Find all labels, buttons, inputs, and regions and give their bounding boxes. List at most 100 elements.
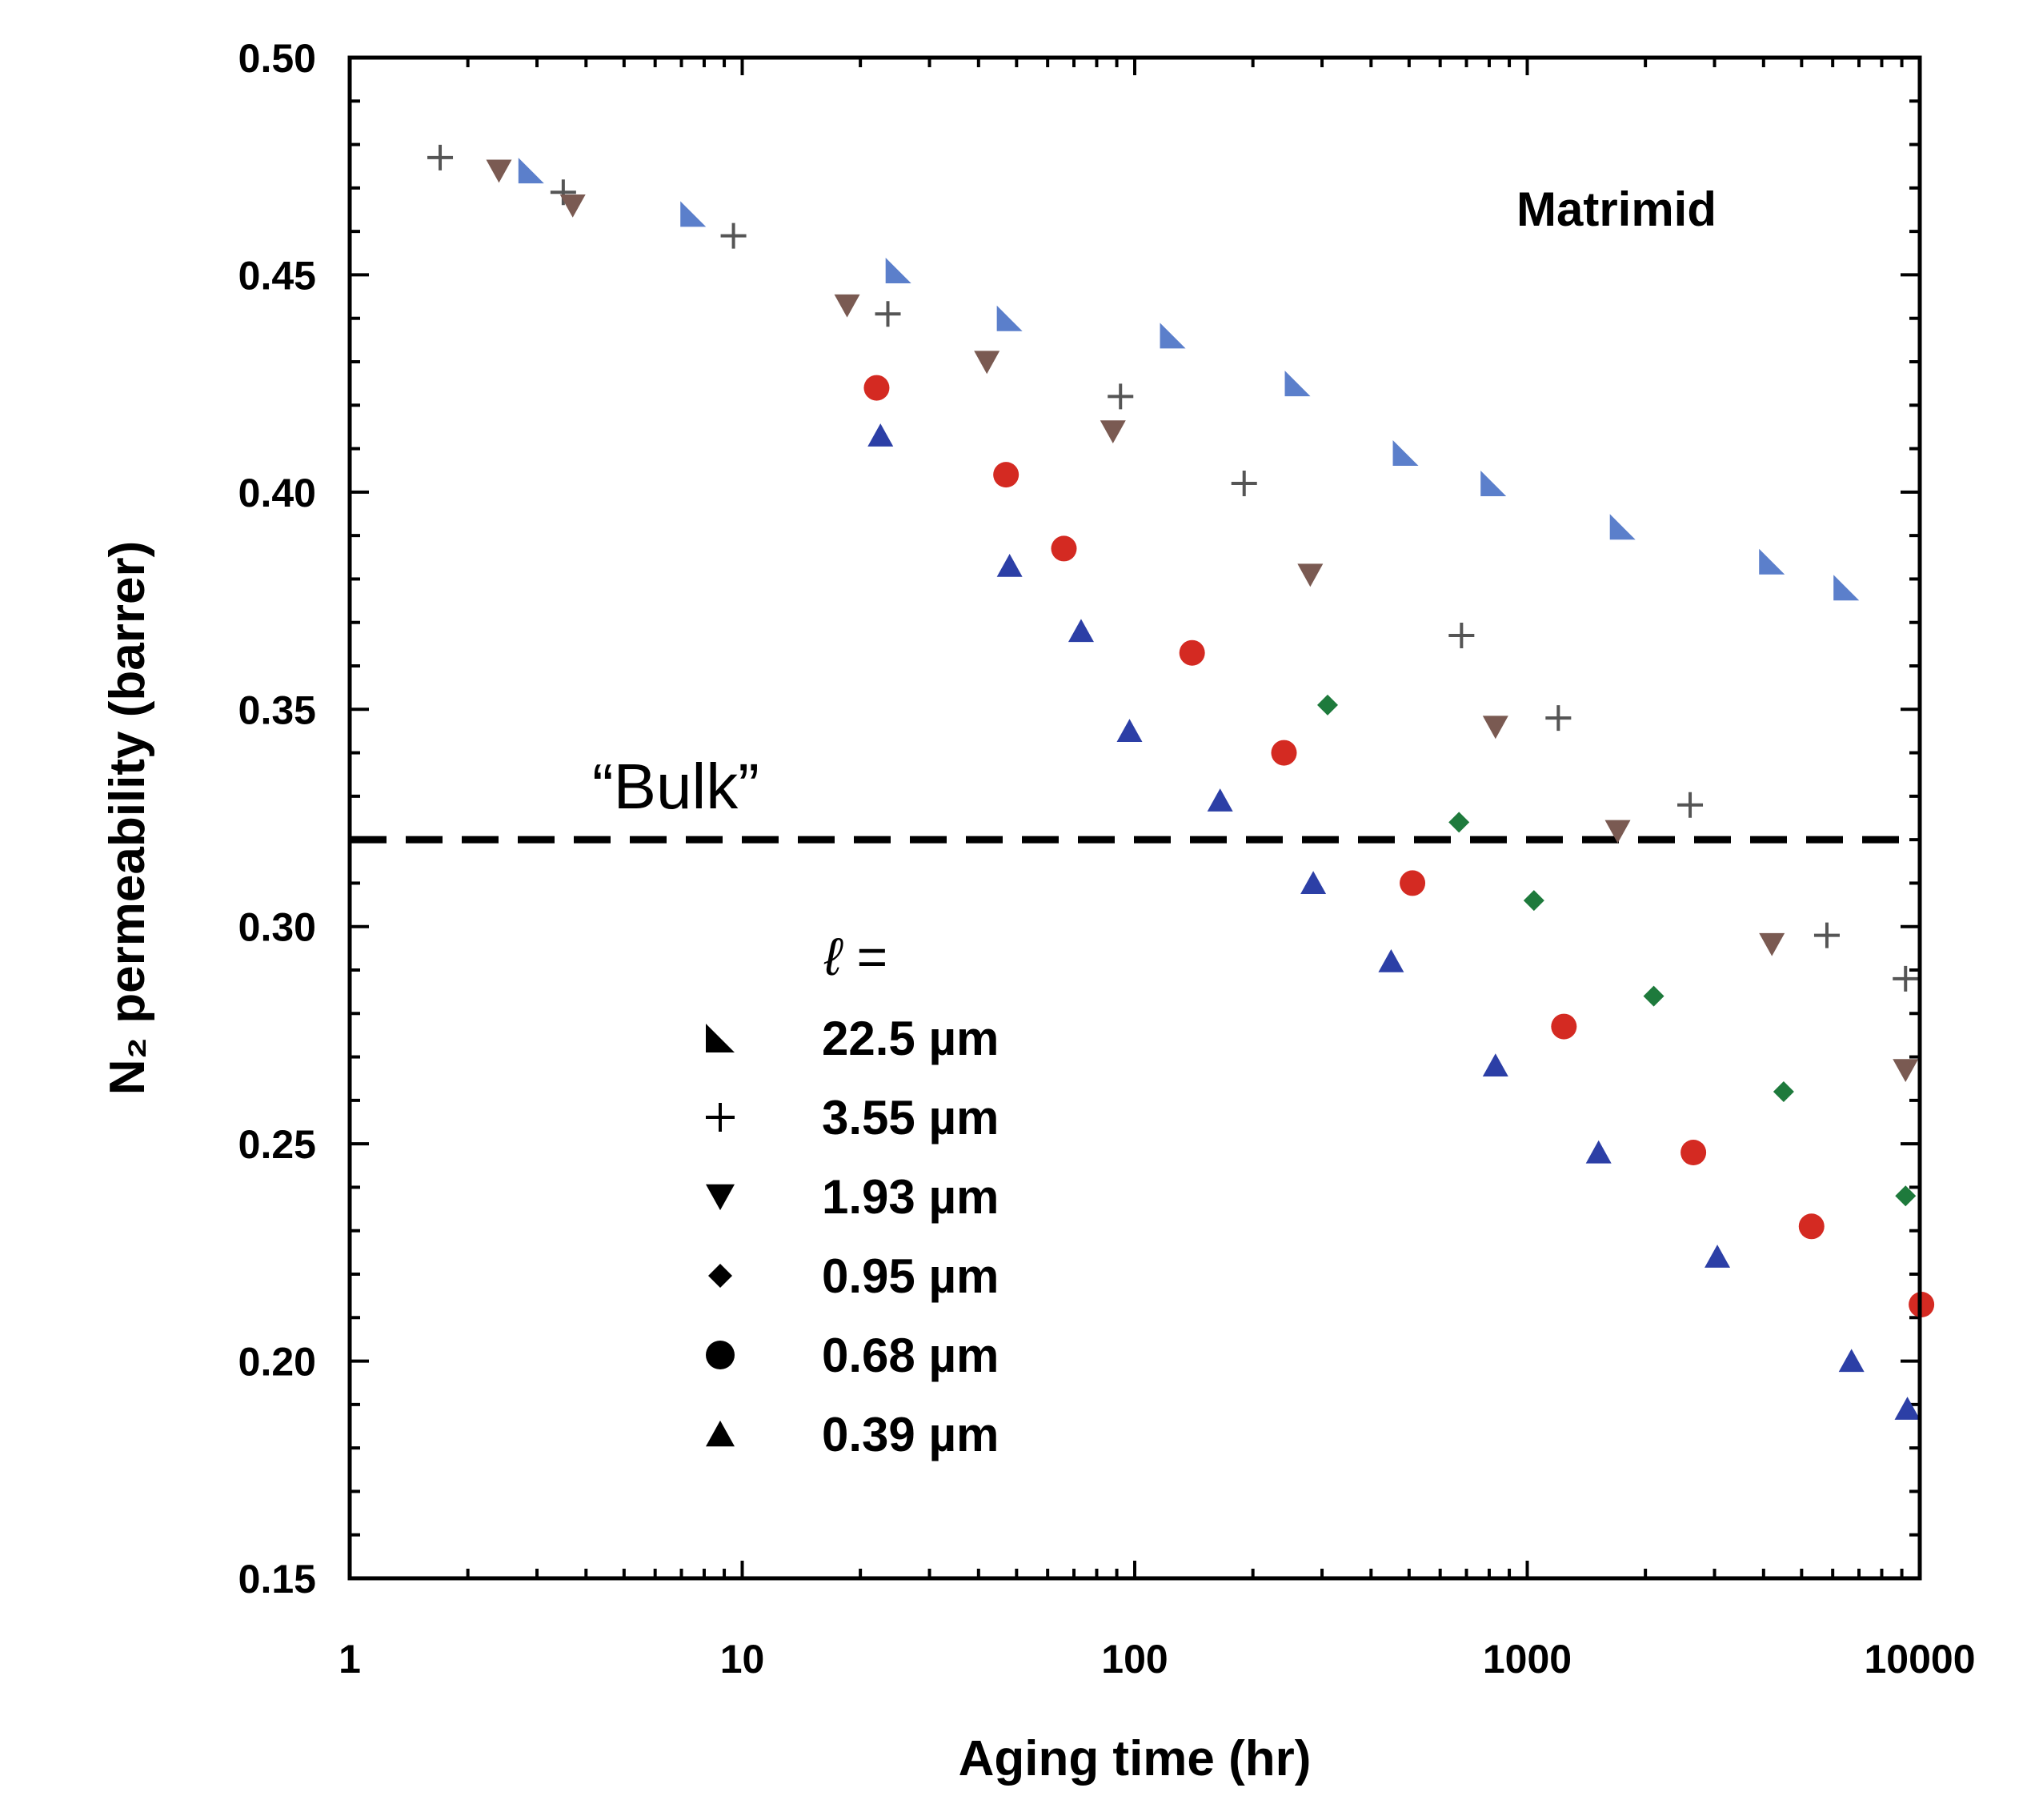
y-tick-label: 0.35 [238, 688, 316, 732]
data-point [1759, 932, 1785, 956]
data-point [1284, 371, 1311, 397]
data-point [1068, 619, 1094, 643]
data-point [875, 301, 901, 327]
data-point [1833, 575, 1860, 601]
data-point [863, 375, 890, 401]
legend-marker [706, 1184, 735, 1211]
y-tick-label: 0.25 [238, 1122, 316, 1167]
data-point [1400, 870, 1426, 896]
data-point [1759, 548, 1785, 575]
data-point [1300, 871, 1327, 895]
data-point [720, 222, 747, 249]
legend-item: 22.5 µm [706, 1012, 999, 1065]
data-point [559, 194, 586, 218]
x-tick-label: 100 [1101, 1637, 1168, 1682]
data-point [550, 179, 576, 206]
legend-label: 1.93 µm [822, 1170, 999, 1224]
data-point [1231, 471, 1257, 496]
series-2 [427, 144, 1919, 992]
data-point [1116, 719, 1143, 743]
data-point [1378, 948, 1404, 972]
data-point [486, 159, 512, 183]
data-point [885, 258, 911, 283]
data-point [680, 201, 707, 227]
legend: ℓ = 22.5 µm 3.55 µm 1.93 µm 0.95 µm 0.68 µm 0… [706, 927, 999, 1461]
data-point [1207, 788, 1233, 812]
legend-item: 3.55 µm [706, 1091, 999, 1145]
legend-label: 0.95 µm [822, 1249, 999, 1303]
data-point [1392, 440, 1419, 466]
legend-item: 0.68 µm [706, 1329, 999, 1382]
legend-item: 1.93 µm [706, 1170, 999, 1224]
data-point [1297, 563, 1324, 587]
data-point [1773, 1081, 1794, 1102]
data-point [996, 305, 1023, 331]
data-point [1271, 740, 1297, 766]
data-point [1604, 820, 1631, 844]
tick-marks [348, 56, 1920, 1580]
legend-marker [706, 1341, 735, 1369]
legend-item: 0.39 µm [706, 1408, 999, 1461]
y-tick-label: 0.15 [238, 1557, 316, 1602]
data-point [1523, 890, 1544, 912]
x-tick-label: 10 [720, 1637, 765, 1682]
data-point [1609, 514, 1636, 540]
data-point [1317, 694, 1339, 716]
series-5 [863, 375, 1935, 1317]
data-point [1705, 1245, 1731, 1268]
data-point [1551, 1013, 1577, 1040]
data-point [1894, 1397, 1921, 1420]
data-point [993, 462, 1020, 488]
y-tick-label: 0.45 [238, 253, 316, 298]
data-point [1482, 716, 1508, 740]
data-point [1160, 323, 1186, 349]
data-point [1051, 535, 1077, 562]
series-3 [486, 159, 1919, 1083]
data-point [974, 351, 1000, 375]
legend-marker [706, 1420, 735, 1447]
legend-label: 0.39 µm [822, 1408, 999, 1461]
data-point [1480, 471, 1507, 496]
legend-marker [708, 1264, 732, 1288]
data-point [1893, 965, 1919, 992]
bulk-label: “Bulk” [592, 751, 759, 822]
legend-item: 0.95 µm [708, 1249, 999, 1303]
plot-frame [347, 55, 1922, 1581]
legend-label: 0.68 µm [822, 1329, 999, 1382]
data-point [1643, 985, 1664, 1007]
data-point [1108, 383, 1134, 410]
x-tick-labels: 1 10 100 1000 10000 [338, 1637, 1975, 1682]
data-point [996, 553, 1023, 577]
data-point [1179, 639, 1205, 666]
data-point [518, 158, 544, 184]
y-axis-title: N₂ permeability (barrer) [100, 541, 155, 1096]
x-axis-title: Aging time (hr) [959, 1731, 1312, 1786]
legend-label: 3.55 µm [822, 1091, 999, 1145]
x-tick-label: 10000 [1864, 1637, 1975, 1682]
data-point [1100, 420, 1126, 444]
data-point [1680, 1140, 1707, 1165]
data-point [1813, 922, 1840, 948]
data-point [1895, 1185, 1917, 1207]
legend-marker [706, 1103, 735, 1132]
data-point [1677, 792, 1704, 818]
data-point [1798, 1213, 1825, 1240]
y-tick-label: 0.20 [238, 1340, 316, 1385]
data-point [1545, 705, 1572, 732]
x-tick-label: 1 [338, 1637, 361, 1682]
data-point [867, 423, 894, 447]
legend-items: 22.5 µm 3.55 µm 1.93 µm 0.95 µm 0.68 µm 0.39 … [706, 1012, 999, 1461]
series-4 [1317, 694, 1917, 1207]
legend-title: ℓ = [823, 927, 887, 986]
chart-title: Matrimid [1516, 182, 1717, 236]
data-point [427, 144, 454, 170]
legend-marker [706, 1024, 735, 1052]
y-tick-labels: 0.15 0.20 0.25 0.30 0.35 0.40 0.45 0.50 [238, 36, 316, 1602]
series-6 [867, 423, 1921, 1420]
legend-label: 22.5 µm [822, 1012, 999, 1065]
data-point [1893, 1059, 1919, 1083]
data-point [1838, 1349, 1865, 1373]
y-tick-label: 0.40 [238, 471, 316, 515]
data-point [1585, 1140, 1612, 1164]
